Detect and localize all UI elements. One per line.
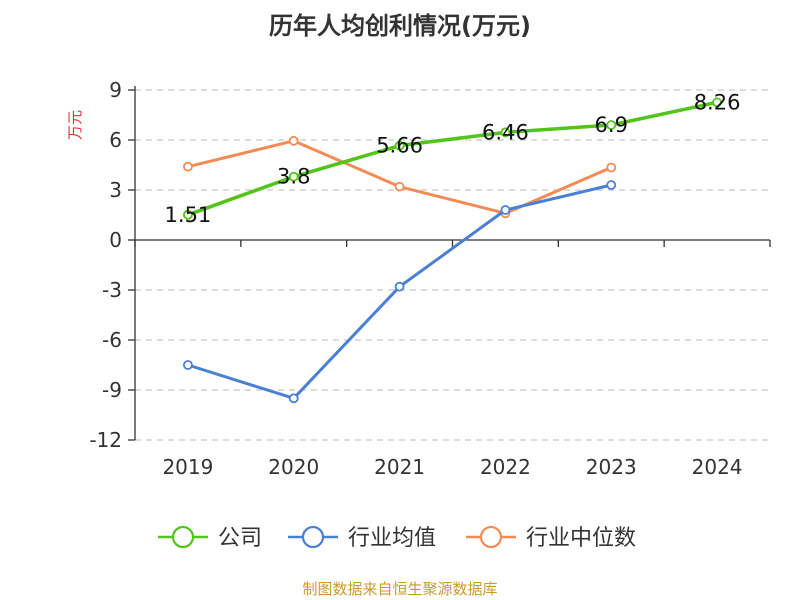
- series-lines: [183, 97, 722, 404]
- y-tick-label: 9: [109, 78, 122, 102]
- grid-lines: [128, 89, 770, 441]
- legend-label: 公司: [218, 526, 262, 551]
- data-point: [394, 181, 405, 192]
- y-tick-label: 0: [109, 228, 122, 252]
- data-label: 8.26: [694, 90, 741, 114]
- legend-marker: [479, 525, 503, 549]
- legend-item[interactable]: 行业中位数: [466, 525, 636, 551]
- series-line: [186, 183, 613, 400]
- series-1: [183, 180, 617, 404]
- y-tick-label: -3: [102, 278, 122, 302]
- data-source: 制图数据来自恒生聚源数据库: [302, 580, 497, 598]
- x-tick-labels: 2019 2020 2021 2022 2023 2024: [162, 455, 742, 479]
- y-tick-label: 3: [109, 178, 122, 202]
- data-label: 1.51: [165, 203, 212, 227]
- legend-label: 行业中位数: [526, 526, 636, 551]
- data-point: [712, 97, 722, 108]
- data-point: [394, 140, 405, 151]
- data-point: [288, 171, 299, 182]
- data-point: [183, 161, 193, 172]
- data-point: [288, 135, 299, 146]
- y-tick-label: -12: [89, 428, 122, 452]
- data-label: 6.46: [482, 120, 529, 144]
- data-label: 5.66: [376, 134, 423, 158]
- y-unit-group: 万元: [66, 110, 84, 140]
- y-tick-label: -9: [102, 378, 122, 402]
- data-point: [394, 281, 405, 292]
- data-point: [288, 393, 299, 404]
- data-point: [500, 127, 511, 138]
- data-label: 6.9: [595, 113, 628, 137]
- y-tick-label: -6: [102, 328, 122, 352]
- legend-item[interactable]: 公司: [158, 525, 262, 551]
- x-tick-label: 2019: [162, 455, 213, 479]
- x-tick-label: 2024: [692, 455, 743, 479]
- data-point: [183, 360, 193, 370]
- x-tick-label: 2022: [480, 455, 531, 479]
- data-point: [606, 180, 617, 190]
- data-point: [606, 120, 617, 130]
- legend-item[interactable]: 行业均值: [288, 525, 436, 551]
- data-labels: 1.51 3.8 5.66 6.46 6.9 8.26: [165, 90, 741, 227]
- axes: [134, 86, 771, 440]
- y-tick-labels: 9 6 3 0 -3 -6 -9 -12: [89, 78, 122, 452]
- legend-marker: [301, 525, 325, 549]
- data-point: [606, 162, 617, 173]
- chart-title: 历年人均创利情况(万元): [269, 12, 531, 40]
- series-line: [186, 100, 719, 217]
- series-0: [183, 97, 722, 220]
- x-tick-label: 2020: [268, 455, 319, 479]
- x-tick-label: 2021: [374, 455, 425, 479]
- data-label: 3.8: [277, 165, 310, 189]
- y-axis-unit: 万元: [66, 110, 84, 140]
- legend-marker: [171, 525, 195, 549]
- x-tick-label: 2023: [586, 455, 637, 479]
- y-tick-label: 6: [109, 128, 122, 152]
- data-point: [183, 209, 193, 220]
- data-point: [500, 205, 511, 215]
- legend-label: 行业均值: [348, 526, 436, 551]
- legend: 公司 行业均值 行业中位数: [158, 525, 636, 551]
